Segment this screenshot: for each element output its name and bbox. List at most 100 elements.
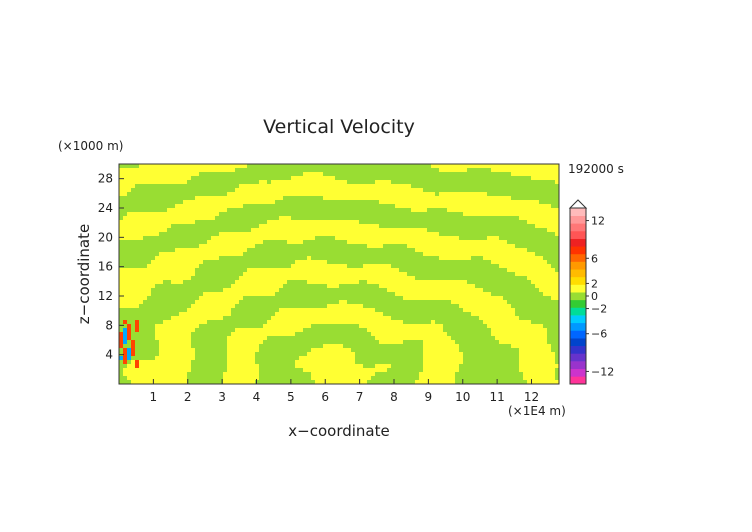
field-cell [291,208,296,213]
field-cell [415,292,420,297]
field-cell [419,240,424,245]
field-cell [247,348,252,353]
field-cell [127,204,132,209]
field-cell [191,344,196,349]
field-cell [119,336,124,341]
field-cell [303,284,308,289]
field-cell [463,360,468,365]
field-cell [443,280,448,285]
field-cell [155,208,160,213]
field-cell [271,180,276,185]
field-cell [207,208,212,213]
field-cell [251,216,256,221]
field-cell [251,208,256,213]
field-cell [175,248,180,253]
field-cell [203,248,208,253]
field-cell [143,232,148,237]
field-cell [463,252,468,257]
field-cell [163,360,168,365]
field-cell [367,240,372,245]
field-cell [203,284,208,289]
field-cell [135,328,140,333]
field-cell [295,260,300,265]
field-cell [423,260,428,265]
field-cell [231,248,236,253]
field-cell [411,304,416,309]
field-cell [331,320,336,325]
field-cell [155,172,160,177]
field-cell [271,212,276,217]
field-cell [259,296,264,301]
field-cell [147,320,152,325]
field-cell [267,192,272,197]
field-cell [423,344,428,349]
field-cell [367,380,372,384]
field-cell [379,264,384,269]
field-cell [223,172,228,177]
field-cell [171,236,176,241]
field-cell [159,376,164,381]
field-cell [179,340,184,345]
field-cell [199,236,204,241]
field-cell [227,220,232,225]
field-cell [307,208,312,213]
field-cell [395,280,400,285]
field-cell [123,232,128,237]
field-cell [171,272,176,277]
field-cell [319,360,324,365]
field-cell [455,332,460,337]
field-cell [271,324,276,329]
field-cell [203,316,208,321]
field-cell [175,304,180,309]
field-cell [167,316,172,321]
field-cell [283,204,288,209]
field-cell [459,312,464,317]
field-cell [443,368,448,373]
field-cell [359,212,364,217]
field-cell [191,276,196,281]
field-cell [331,368,336,373]
field-cell [383,232,388,237]
field-cell [163,288,168,293]
field-cell [435,176,440,181]
field-cell [307,308,312,313]
field-cell [131,240,136,245]
field-cell [443,244,448,249]
field-cell [411,372,416,377]
field-cell [235,208,240,213]
field-cell [287,336,292,341]
field-cell [167,248,172,253]
field-cell [471,236,476,241]
field-cell [351,312,356,317]
field-cell [403,328,408,333]
field-cell [343,276,348,281]
field-cell [311,288,316,293]
field-cell [123,360,128,365]
field-cell [475,232,480,237]
field-cell [443,220,448,225]
field-cell [267,376,272,381]
field-cell [303,276,308,281]
field-cell [231,288,236,293]
field-cell [243,184,248,189]
field-cell [263,368,268,373]
field-cell [259,276,264,281]
field-cell [199,188,204,193]
field-cell [207,380,212,384]
field-cell [255,212,260,217]
field-cell [267,344,272,349]
field-cell [283,296,288,301]
field-cell [331,364,336,369]
field-cell [371,172,376,177]
field-cell [191,208,196,213]
field-cell [415,220,420,225]
field-cell [419,284,424,289]
field-cell [423,224,428,229]
field-cell [319,200,324,205]
field-cell [407,224,412,229]
field-cell [263,236,268,241]
field-cell [311,208,316,213]
field-cell [379,196,384,201]
field-cell [139,288,144,293]
field-cell [207,312,212,317]
